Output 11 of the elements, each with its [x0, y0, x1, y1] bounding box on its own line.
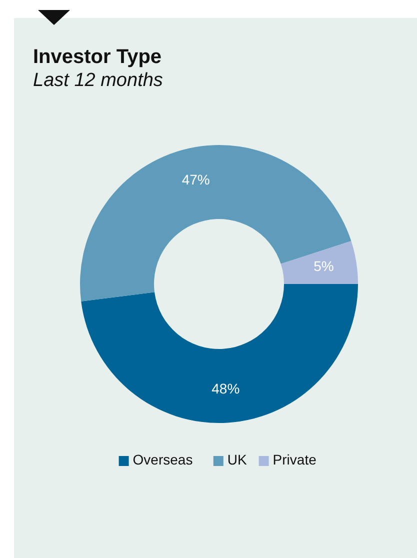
donut-slice: [280, 241, 358, 284]
legend-label: Private: [272, 452, 317, 468]
data-label: 5%: [314, 258, 334, 274]
data-label: 47%: [182, 171, 210, 188]
chart-title: Investor Type: [33, 46, 162, 68]
donut-slice: [81, 284, 358, 423]
legend-label: Overseas: [132, 452, 193, 468]
data-label: 48%: [212, 380, 240, 396]
chart-subtitle: Last 12 months: [33, 70, 164, 91]
donut-slice: [80, 145, 352, 302]
legend-label: UK: [227, 452, 248, 468]
